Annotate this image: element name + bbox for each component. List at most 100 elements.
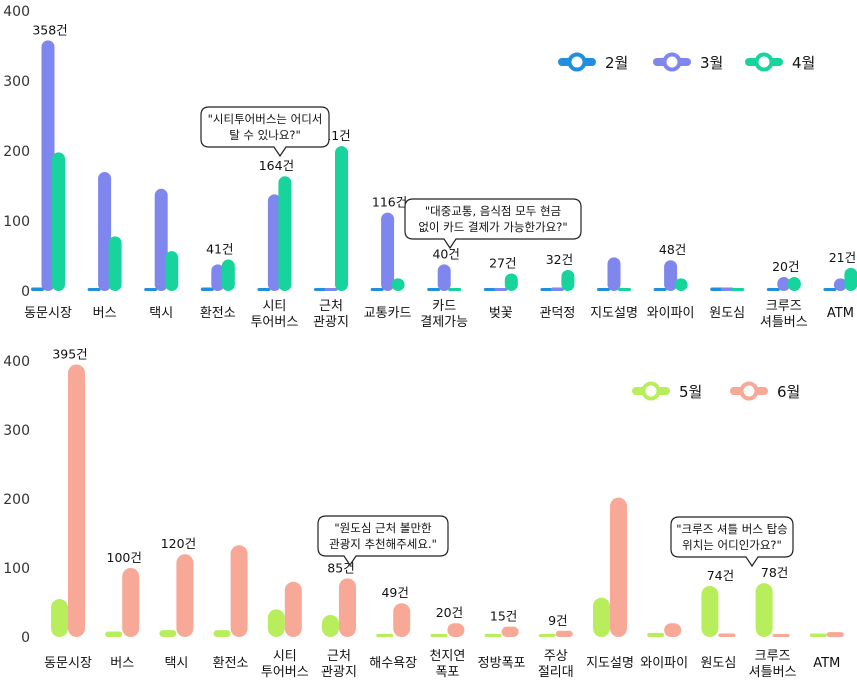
- bar-5월-정방폭포: [484, 634, 502, 637]
- bar-2월-와이파이: [653, 288, 667, 291]
- bar-3월-원도심: [720, 287, 734, 291]
- y-tick-label: 0: [21, 630, 30, 646]
- bar-5월-원도심: [701, 585, 719, 637]
- x-category-label: 지도설명: [586, 656, 634, 671]
- annotation-text: "크루즈 셔틀 버스 탑승 위치는 어디인가요?": [676, 522, 787, 552]
- data-label: 20건: [436, 605, 463, 620]
- bar-4월-동문시장: [52, 152, 65, 291]
- bar-5월-환전소: [213, 630, 231, 637]
- bar-2월-ATM: [823, 288, 837, 291]
- bar-5월-와이파이: [647, 632, 665, 637]
- annotation-bubble: "원도심 근처 볼만한 관광지 추천해주세요.": [317, 515, 449, 567]
- bar-2월-택시: [144, 288, 158, 291]
- x-category-label: 택시: [164, 656, 188, 671]
- bar-2월-원도심: [710, 287, 724, 291]
- x-category-label: 벚꽃: [489, 306, 513, 321]
- bar-3월-카드-결제가능: [437, 264, 451, 291]
- bar-3월-교통카드: [381, 212, 395, 291]
- bar-3월-크루즈-셔틀버스: [777, 277, 791, 291]
- x-category-label: 환전소: [200, 306, 236, 321]
- x-category-label: 관덕정: [539, 306, 575, 321]
- annotation-bubble: "시티투어버스는 어디서 탈 수 있나요?": [200, 106, 330, 158]
- y-tick-label: 300: [3, 74, 30, 90]
- bubble-outline: [670, 516, 794, 568]
- bar-3월-와이파이: [664, 260, 678, 291]
- data-label: 9건: [548, 613, 567, 628]
- x-category-label: 버스: [93, 306, 117, 321]
- data-label: 120건: [161, 536, 196, 551]
- bar-4월-카드-결제가능: [448, 288, 462, 291]
- bubble-outline: [200, 106, 330, 158]
- bar-2월-크루즈-셔틀버스: [766, 288, 780, 291]
- x-category-label: 교통카드: [364, 306, 412, 321]
- x-category-label: 버스: [110, 656, 134, 671]
- chart-2: 0 100 200 300 400 동문시장 버스 택시 환전소 시티 투어버스 근처 관광지 해수욕장 천…: [3, 346, 844, 680]
- y-tick-label: 200: [3, 144, 30, 160]
- bar-2월-관덕정: [540, 288, 554, 291]
- legend-item: 3월: [653, 52, 723, 72]
- legend-item: 6월: [730, 381, 800, 401]
- bar-6월-근처-관광지: [339, 578, 356, 637]
- x-category-label: 동문시장: [24, 306, 72, 321]
- x-category-label: 근처 관광지: [313, 299, 349, 330]
- bar-4월-ATM: [844, 267, 857, 291]
- bar-3월-근처-관광지: [324, 288, 338, 291]
- bar-5월-지도설명: [593, 597, 610, 637]
- x-category-label: 크루즈 셔틀버스: [749, 649, 797, 680]
- bar-4월-택시: [165, 251, 179, 291]
- annotation-text: "대중교통, 음식점 모두 현금 없이 카드 결제가 가능한가요?": [418, 204, 567, 234]
- bubble-outline: [317, 515, 449, 567]
- chart-1: 0 100 200 300 400 동문시장 버스 택시 환전소 시티 투어버스 근처 관광지 교통카드 카…: [3, 4, 857, 330]
- x-category-label: 와이파이: [640, 656, 688, 671]
- x-category-label: 정방폭포: [478, 656, 526, 671]
- y-tick-label: 400: [3, 4, 30, 20]
- bar-4월-근처-관광지: [335, 146, 348, 291]
- bar-5월-주상-절리대: [538, 634, 556, 637]
- x-category-label: 천지연 폭포: [429, 649, 465, 680]
- x-category-label: 크루즈 셔틀버스: [760, 299, 808, 330]
- y-tick-label: 200: [3, 492, 30, 508]
- bar-4월-와이파이: [674, 278, 688, 291]
- bar-3월-지도설명: [607, 257, 621, 291]
- bar-4월-크루즈-셔틀버스: [787, 277, 801, 291]
- legend-marker-4월: [754, 52, 774, 72]
- bar-6월-와이파이: [664, 623, 682, 637]
- bar-5월-시티-투어버스: [267, 609, 285, 637]
- legend-marker-3월: [662, 52, 682, 72]
- y-tick-label: 300: [3, 423, 30, 439]
- bar-4월-관덕정: [561, 270, 575, 291]
- bar-5월-크루즈-셔틀버스: [755, 583, 773, 637]
- x-category-label: 시티 투어버스: [261, 649, 309, 680]
- bar-2월-카드-결제가능: [427, 288, 441, 291]
- data-label: 116건: [372, 195, 407, 210]
- y-tick-label: 100: [3, 561, 30, 577]
- x-category-label: ATM: [813, 656, 840, 671]
- legend-marker-5월: [641, 381, 661, 401]
- annotation-bubble: "크루즈 셔틀 버스 탑승 위치는 어디인가요?": [670, 516, 794, 568]
- bar-6월-지도설명: [610, 497, 627, 637]
- x-category-label: 원도심: [709, 306, 745, 321]
- data-label: 78건: [761, 565, 788, 580]
- data-label: 358건: [32, 22, 67, 37]
- data-label: 41건: [206, 242, 233, 257]
- bar-3월-택시: [154, 188, 168, 291]
- data-label: 100건: [107, 550, 142, 565]
- x-category-label: 근처 관광지: [321, 649, 357, 680]
- data-label: 74건: [707, 568, 734, 583]
- y-tick-label: 0: [21, 284, 30, 300]
- bar-2월-교통카드: [370, 288, 384, 291]
- legend-label: 5월: [679, 383, 702, 401]
- x-category-label: 시티 투어버스: [250, 299, 298, 330]
- bar-4월-버스: [108, 236, 122, 291]
- bar-2월-버스: [87, 288, 101, 291]
- bar-6월-천지연-폭포: [447, 623, 465, 637]
- data-label: 395건: [52, 346, 87, 361]
- bar-2월-동문시장: [31, 287, 44, 291]
- legend-marker-2월: [567, 52, 587, 72]
- bar-5월-버스: [105, 631, 123, 637]
- bar-6월-버스: [122, 568, 140, 637]
- bar-2월-근처-관광지: [314, 288, 327, 291]
- bar-3월-ATM: [833, 278, 847, 291]
